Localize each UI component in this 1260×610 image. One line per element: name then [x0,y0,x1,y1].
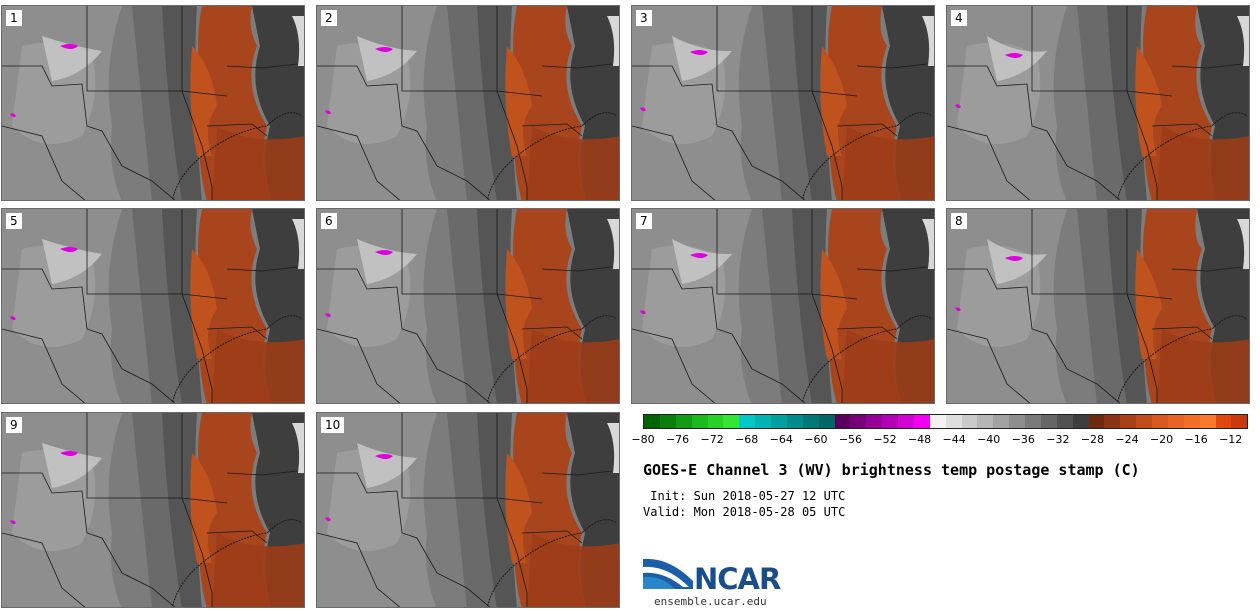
member-panel-9: 9 [1,412,305,608]
water-vapor-map [632,209,934,403]
colorbar-segment [659,415,676,428]
colorbar-segment [755,415,771,428]
member-panel-7: 7 [631,208,935,404]
member-panel-2: 2 [316,5,620,201]
colorbar-segment [771,415,787,428]
colorbar-segment [1025,415,1041,428]
colorbar-segment [723,415,740,428]
water-vapor-map [2,209,304,403]
member-label: 8 [951,213,967,229]
colorbar-segment [1215,415,1232,428]
member-label: 6 [321,213,337,229]
colorbar-segment [882,415,898,428]
member-label: 7 [636,213,652,229]
ncar-logo-icon [643,558,693,589]
colorbar-tick-label: −36 [1011,433,1035,446]
ncar-logo-text: NCAR [694,562,781,596]
colorbar-segment [977,415,994,428]
colorbar-segment [929,415,946,428]
colorbar-segment [1040,415,1057,428]
colorbar-segment [1104,415,1121,428]
colorbar-segment [786,415,803,428]
colorbar-segment [898,415,914,428]
member-panel-3: 3 [631,5,935,201]
colorbar-segment [945,415,962,428]
colorbar-segment [644,415,660,428]
member-panel-8: 8 [946,208,1250,404]
colorbar-segment [1152,415,1168,428]
member-label: 5 [6,213,22,229]
colorbar-tick-label: −40 [977,433,1001,446]
colorbar-segment [802,415,819,428]
colorbar-tick-label: −24 [1115,433,1139,446]
colorbar-segment [707,415,724,428]
water-vapor-map [632,6,934,200]
water-vapor-map [317,209,619,403]
water-vapor-map [317,413,619,607]
colorbar-tick-label: −56 [838,433,863,446]
colorbar-segment [834,415,851,428]
water-vapor-map [317,6,619,200]
colorbar-segment [1199,415,1216,428]
colorbar-segment [1088,415,1105,428]
colorbar-segment [691,415,708,428]
colorbar-segment [1167,415,1184,428]
member-label: 9 [6,417,22,433]
colorbar-tick-label: −16 [1184,433,1208,446]
colorbar-tick-label: −20 [1149,433,1174,446]
site-url[interactable]: ensemble.ucar.edu [654,595,767,608]
colorbar-tick-label: −12 [1219,433,1243,446]
colorbar-ticks: −80 −76 −72 −68 −64 −60 −56 −52 −48 −44 −40 −36 −32−… [631,430,1248,450]
colorbar-tick-label: −52 [873,433,897,446]
member-label: 4 [951,10,967,26]
colorbar-segment [1183,415,1200,428]
colorbar-segment [1056,415,1073,428]
colorbar-segment [993,415,1010,428]
member-panel-6: 6 [316,208,620,404]
member-label: 10 [321,417,345,433]
colorbar-tick-label: −48 [907,433,932,446]
water-vapor-map [947,6,1249,200]
colorbar-segment [1120,415,1137,428]
water-vapor-map [947,209,1249,403]
colorbar-segment [818,415,835,428]
colorbar-tick-label: −60 [804,433,828,446]
chart-title: GOES-E Channel 3 (WV) brightness temp po… [643,461,1140,479]
init-time: Init: Sun 2018-05-27 12 UTC [643,489,846,503]
water-vapor-map [2,413,304,607]
member-panel-5: 5 [1,208,305,404]
colorbar-tick-label: −80 [631,433,655,446]
valid-time: Valid: Mon 2018-05-28 05 UTC [643,505,846,519]
colorbar-segment [739,415,756,428]
colorbar-segment [866,415,883,428]
colorbar-tick-label: −64 [769,433,793,446]
colorbar-segment [1009,415,1025,428]
member-label: 3 [636,10,652,26]
member-panel-10: 10 [316,412,620,608]
colorbar-tick-label: −28 [1080,433,1105,446]
water-vapor-map [2,6,304,200]
colorbar-segment [961,415,978,428]
colorbar-segment [850,415,867,428]
member-label: 1 [6,10,22,26]
colorbar-tick-label: −68 [735,433,759,446]
member-label: 2 [321,10,337,26]
colorbar-tick-label: −72 [700,433,724,446]
colorbar-tick-label: −76 [665,433,690,446]
colorbar-segment [913,415,930,428]
colorbar-segment [1136,415,1152,428]
member-panel-1: 1 [1,5,305,201]
colorbar-tick-label: −32 [1046,433,1070,446]
colorbar [643,414,1248,429]
colorbar-tick-label: −44 [942,433,966,446]
member-panel-4: 4 [946,5,1250,201]
colorbar-segment [675,415,692,428]
colorbar-segment [1072,415,1089,428]
colorbar-segment [1231,415,1248,428]
